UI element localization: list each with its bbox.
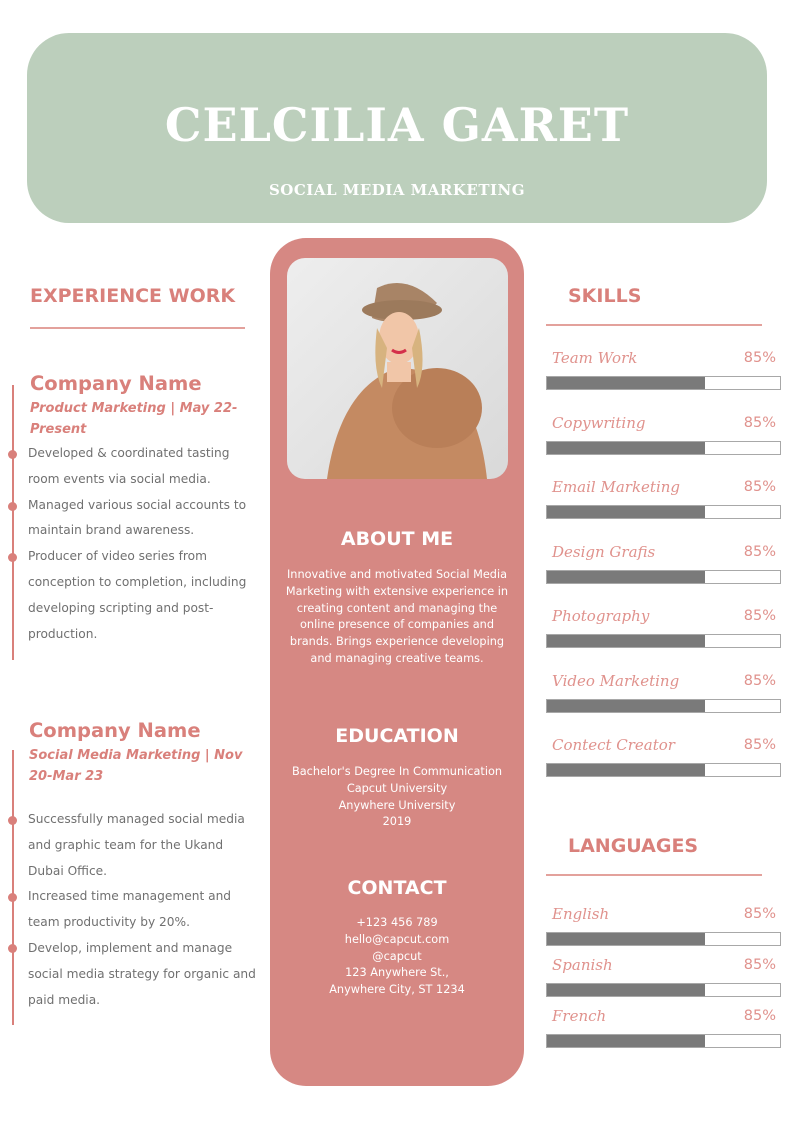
- full-name: CELCILIA GARET: [164, 98, 630, 152]
- job-company: Company Name: [29, 719, 201, 742]
- contact-phone: +123 456 789: [356, 916, 438, 929]
- language-percent: 85%: [743, 1008, 776, 1024]
- skill-percent: 85%: [743, 350, 776, 366]
- education-heading: EDUCATION: [335, 725, 459, 747]
- skill-label: Design Grafis: [552, 542, 656, 561]
- language-bar: [546, 1034, 781, 1048]
- education-year: 2019: [382, 815, 412, 829]
- skill-bar-fill: [547, 570, 706, 583]
- contact-heading: CONTACT: [347, 877, 447, 899]
- contact-details: +123 456 789 hello@capcut.com @capcut 12…: [282, 915, 512, 999]
- job-company: Company Name: [30, 372, 202, 395]
- skill-label: Copywriting: [552, 413, 646, 432]
- bullet-dot-icon: [8, 450, 17, 459]
- divider: [546, 324, 762, 326]
- bullet-dot-icon: [8, 553, 17, 562]
- education-degree: Bachelor's Degree In Communication: [291, 765, 503, 778]
- skill-bar-fill: [547, 506, 706, 518]
- job-bullet: Producer of video series from conception…: [28, 549, 247, 641]
- skill-percent: 85%: [743, 672, 776, 689]
- skill-label: Email Marketing: [552, 478, 681, 496]
- language-bar-fill: [547, 1035, 706, 1047]
- about-text: Innovative and motivated Social Media Ma…: [285, 568, 509, 665]
- language-bar-fill: [547, 933, 706, 945]
- skill-percent: 85%: [743, 737, 776, 753]
- skill-percent: 85%: [743, 414, 776, 431]
- bullet-dot-icon: [8, 944, 17, 953]
- skill-bar-fill: [547, 764, 706, 776]
- language-bar: [546, 932, 781, 946]
- skill-bar: [546, 698, 781, 713]
- language-percent: 85%: [743, 906, 776, 922]
- job-bullet: Develop, implement and manage social med…: [28, 940, 256, 1007]
- divider: [546, 874, 762, 876]
- skill-bar: [546, 634, 781, 648]
- skill-bar-fill: [547, 699, 706, 712]
- timeline-line: [12, 750, 14, 1025]
- job-bullets: Successfully managed social media and gr…: [28, 807, 258, 1013]
- job-title: SOCIAL MEDIA MARKETING: [268, 181, 526, 199]
- job-bullet: Successfully managed social media and gr…: [28, 812, 245, 878]
- skill-percent: 85%: [743, 543, 776, 560]
- language-label: French: [552, 1007, 607, 1025]
- profile-photo: [287, 258, 508, 479]
- contact-social: @capcut: [372, 949, 422, 963]
- job-subtitle: Product Marketing | May 22-Present: [30, 401, 238, 437]
- center-column: ABOUT ME Innovative and motivated Social…: [270, 238, 524, 1086]
- person-photo-icon: [327, 283, 487, 479]
- divider: [30, 327, 245, 329]
- bullet-dot-icon: [8, 502, 17, 511]
- skill-bar: [546, 763, 781, 777]
- skill-percent: 85%: [743, 608, 776, 624]
- language-bar-fill: [547, 984, 706, 996]
- job-bullet: Managed various social accounts to maint…: [28, 497, 247, 538]
- skill-percent: 85%: [743, 479, 776, 495]
- bullet-dot-icon: [8, 816, 17, 825]
- contact-address: 123 Anywhere St.,: [345, 966, 449, 980]
- skill-bar-fill: [547, 377, 706, 389]
- skill-label: Photography: [552, 607, 650, 625]
- contact-email[interactable]: hello@capcut.com: [344, 932, 450, 946]
- education-school: Capcut University: [346, 781, 448, 795]
- education-location: Anywhere University: [338, 798, 456, 812]
- skill-bar-fill: [547, 441, 706, 454]
- contact-city: Anywhere City, ST 1234: [329, 983, 465, 997]
- languages-heading: LANGUAGES: [568, 835, 699, 857]
- header-banner: CELCILIA GARET SOCIAL MEDIA MARKETING: [27, 33, 767, 223]
- bullet-dot-icon: [8, 893, 17, 902]
- skills-heading: SKILLS: [568, 285, 642, 307]
- experience-heading: EXPERIENCE WORK: [30, 285, 236, 307]
- skill-label: Contect Creator: [552, 736, 675, 754]
- education-details: Bachelor's Degree In Communication Capcu…: [282, 764, 512, 831]
- skill-bar: [546, 440, 781, 455]
- skill-bar: [546, 505, 781, 519]
- skill-label: Video Marketing: [552, 671, 680, 690]
- about-heading: ABOUT ME: [340, 528, 454, 550]
- timeline-line: [12, 385, 14, 660]
- skill-label: Team Work: [552, 349, 638, 367]
- skill-bar: [546, 569, 781, 584]
- job-bullet: Increased time management and team produ…: [28, 889, 232, 930]
- language-percent: 85%: [743, 957, 776, 973]
- language-label: English: [552, 905, 610, 923]
- skill-bar-fill: [547, 635, 706, 647]
- language-bar: [546, 983, 781, 997]
- job-subtitle: Social Media Marketing | Nov 20-Mar 23: [29, 748, 243, 784]
- job-bullet: Developed & coordinated tasting room eve…: [28, 446, 230, 486]
- job-bullets: Developed & coordinated tasting room eve…: [28, 441, 258, 647]
- skill-bar: [546, 376, 781, 390]
- language-label: Spanish: [552, 956, 613, 974]
